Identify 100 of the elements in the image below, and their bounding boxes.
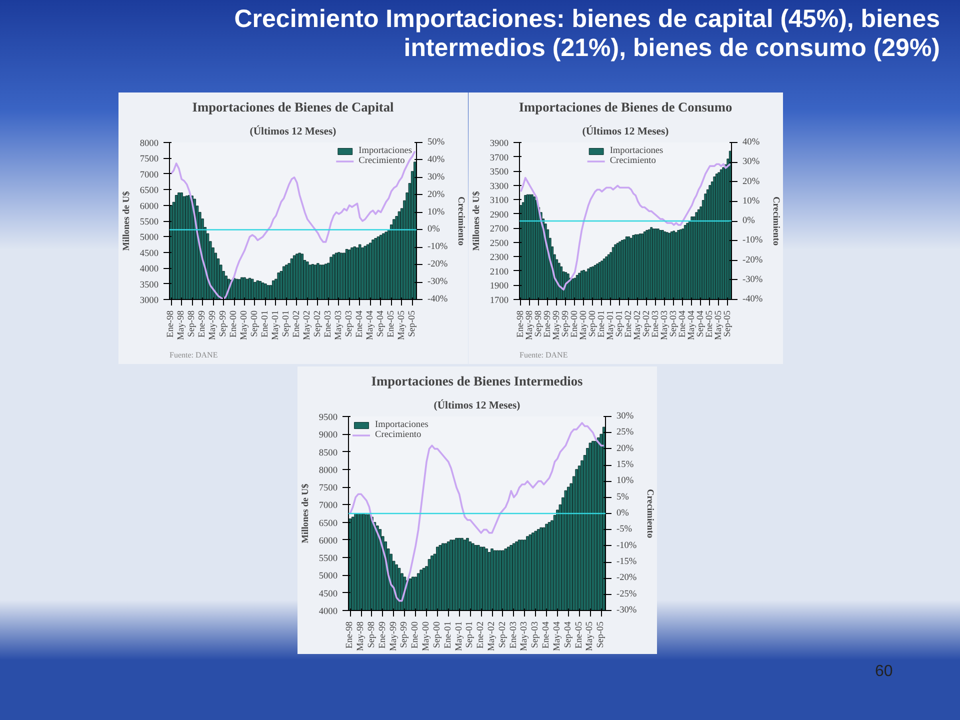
y-tick-label: 7000 [318,501,338,512]
y-tick-label: 4500 [140,248,159,259]
x-tick-label: Sep-01 [281,310,292,337]
x-tick-label: Ene-02 [292,310,302,338]
x-tick-label: May-99 [208,310,218,340]
x-tick-label: Sep-03 [530,621,541,648]
x-tick-label: Ene-00 [410,621,421,648]
x-tick-label: May-04 [552,621,562,652]
y-tick-label: 5000 [318,572,338,582]
x-tick-label: May-03 [334,310,344,340]
x-tick-label: Ene-05 [704,310,715,338]
chart-title: Importaciones de Bienes de Consumo [518,100,732,114]
x-tick-label: Sep-00 [588,310,598,337]
x-tick-label: Ene-98 [166,310,176,338]
x-tick-label: Ene-03 [650,310,661,338]
y-tick-label: 3300 [490,182,509,192]
text: Crecimiento Importaciones: bienes de capital (45%), bienes intermedios (21%), bienes de consumo (29%) [233,5,940,63]
y2-tick-label: 10% [616,476,634,486]
y-tick-label: 5000 [140,233,159,244]
y-tick-label: 8500 [318,448,338,458]
y2-tick-label: 10% [742,196,760,206]
y2-tick-label: 40% [428,154,445,165]
x-tick-label: May-99 [388,621,399,652]
y2-tick-label: -15% [616,557,637,567]
y-tick-label: 4500 [318,589,338,600]
x-tick-label: Ene-01 [443,621,454,648]
x-tick-label: May-03 [660,310,670,340]
x-tick-label: Ene-99 [198,310,208,338]
y-tick-label: 9500 [318,413,338,423]
y2-tick-label: 30% [616,412,634,422]
source-note: Fuente: DANE [520,350,568,360]
legend-label: Importaciones [610,146,664,156]
x-tick-label: May-05 [396,310,407,340]
y2-tick-label: 20% [428,190,445,200]
x-tick-label: Sep-98 [534,310,544,337]
x-tick-label: Sep-03 [344,310,354,337]
x-tick-label: May-98 [176,310,187,340]
x-tick-label: Sep-99 [560,310,571,337]
y-tick-label: 3900 [490,139,509,149]
y-tick-label: 5500 [318,554,338,564]
x-tick-label: Ene-01 [260,310,270,338]
y2-tick-label: 0% [428,224,440,235]
y-tick-label: 6000 [318,536,338,546]
x-tick-label: Sep-04 [696,310,706,337]
y-tick-label: 8000 [318,466,338,476]
y-tick-label: 2900 [490,210,509,220]
y-tick-label: 7000 [140,170,159,180]
y2-tick-label: -5% [616,524,632,535]
y2-tick-label: -30% [428,277,448,288]
source-note: Fuente: DANE [170,350,218,360]
x-tick-label: Ene-02 [624,310,634,338]
x-tick-label: Sep-05 [407,310,418,337]
x-tick-label: Sep-00 [250,310,260,337]
y2-axis-title: Crecimiento [456,196,466,246]
x-tick-label: Sep-99 [400,621,410,648]
y-tick-label: 3700 [490,153,509,164]
y-tick-label: 6000 [140,202,159,212]
x-tick-label: Ene-99 [542,310,553,338]
x-tick-label: Sep-01 [614,310,625,337]
y-tick-label: 8000 [140,139,159,149]
line-series [520,163,732,291]
x-tick-label: Sep-98 [187,310,198,337]
y2-tick-label: -20% [742,255,763,266]
chart-title: Importaciones de Bienes Intermedios [371,374,583,388]
y2-tick-label: -40% [742,294,763,304]
y-tick-label: 9000 [318,430,338,441]
y-tick-label: 3500 [140,280,159,290]
x-tick-label: May-02 [487,621,498,652]
x-tick-label: May-98 [524,310,535,340]
x-tick-label: May-05 [714,310,724,340]
x-tick-label: May-02 [632,310,643,340]
x-tick-label: May-01 [606,310,616,340]
x-tick-label: Sep-05 [596,621,606,648]
x-tick-label: Sep-99 [218,310,229,337]
chart-subtitle: (Últimos 12 Meses) [250,124,337,138]
y2-tick-label: -30% [742,274,763,285]
x-tick-label: Sep-02 [312,310,323,337]
x-tick-label: May-04 [686,310,697,340]
x-tick-label: Sep-03 [668,310,679,337]
y-axis-title: Millones de U$ [472,190,482,251]
x-tick-label: Ene-98 [516,310,526,338]
y2-tick-label: -25% [616,589,637,600]
y2-tick-label: -20% [616,573,637,584]
x-tick-label: Ene-00 [229,310,240,338]
x-tick-label: May-00 [239,310,250,340]
y2-tick-label: -10% [428,242,448,252]
x-tick-label: Sep-04 [563,621,574,648]
x-tick-label: Sep-01 [465,621,476,648]
x-tick-label: May-99 [552,310,562,340]
y-axis-title: Millones de U$ [122,190,132,251]
y2-tick-label: 30% [742,157,760,168]
y2-tick-label: -10% [742,236,763,246]
x-tick-label: Ene-03 [508,621,519,648]
y2-axis-title: Crecimiento [644,488,655,538]
x-tick-label: Sep-98 [366,621,377,648]
y2-axis-title: Crecimiento [770,196,781,246]
x-tick-label: Sep-02 [642,310,652,337]
y-tick-label: 4000 [140,264,159,275]
y-tick-label: 7500 [318,484,338,494]
x-tick-label: Ene-02 [476,621,486,648]
